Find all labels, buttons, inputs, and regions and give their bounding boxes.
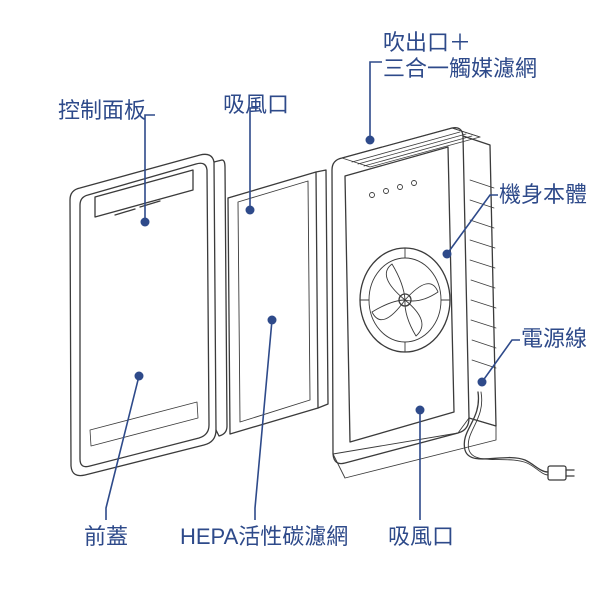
front-cover-shape [70, 154, 227, 475]
body-shape [332, 128, 496, 478]
label-control-panel: 控制面板 [58, 98, 146, 124]
power-cord-shape [464, 392, 574, 480]
label-front-cover: 前蓋 [84, 524, 128, 550]
leader-dot-control-panel [141, 218, 150, 227]
label-intake-bottom: 吸風口 [388, 524, 454, 550]
exploded-diagram [0, 0, 600, 596]
leader-body [447, 195, 498, 254]
leader-dot-intake-bottom [416, 406, 425, 415]
hepa-filter-shape [228, 170, 328, 434]
leader-intake-top [250, 108, 258, 210]
label-hepa-filter: HEPA活性碳濾網 [180, 524, 348, 550]
side-intake-slats [470, 180, 496, 368]
label-intake-top: 吸風口 [223, 92, 289, 118]
leader-power-cord [482, 340, 520, 382]
leader-dot-front-cover [135, 372, 144, 381]
leader-front-cover [106, 376, 139, 520]
plug-shape [548, 466, 574, 480]
internal-controls [370, 181, 417, 198]
leader-dot-body [443, 250, 452, 259]
leader-dot-outlet-combo [366, 136, 375, 145]
fan-shape [360, 248, 450, 352]
leader-dot-intake-top [246, 206, 255, 215]
leader-outlet-combo [370, 62, 382, 140]
leader-hepa-filter [255, 320, 272, 520]
outlet-grille [342, 128, 480, 167]
label-outlet-combo: 吹出口＋ 三合一觸媒濾網 [383, 30, 553, 83]
label-body: 機身本體 [499, 182, 587, 208]
leader-dot-hepa-filter [268, 316, 277, 325]
leader-dot-power-cord [478, 378, 487, 387]
label-power-cord: 電源線 [521, 326, 587, 352]
